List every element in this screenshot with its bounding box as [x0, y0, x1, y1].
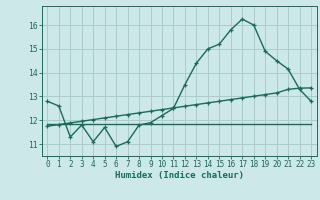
- X-axis label: Humidex (Indice chaleur): Humidex (Indice chaleur): [115, 171, 244, 180]
